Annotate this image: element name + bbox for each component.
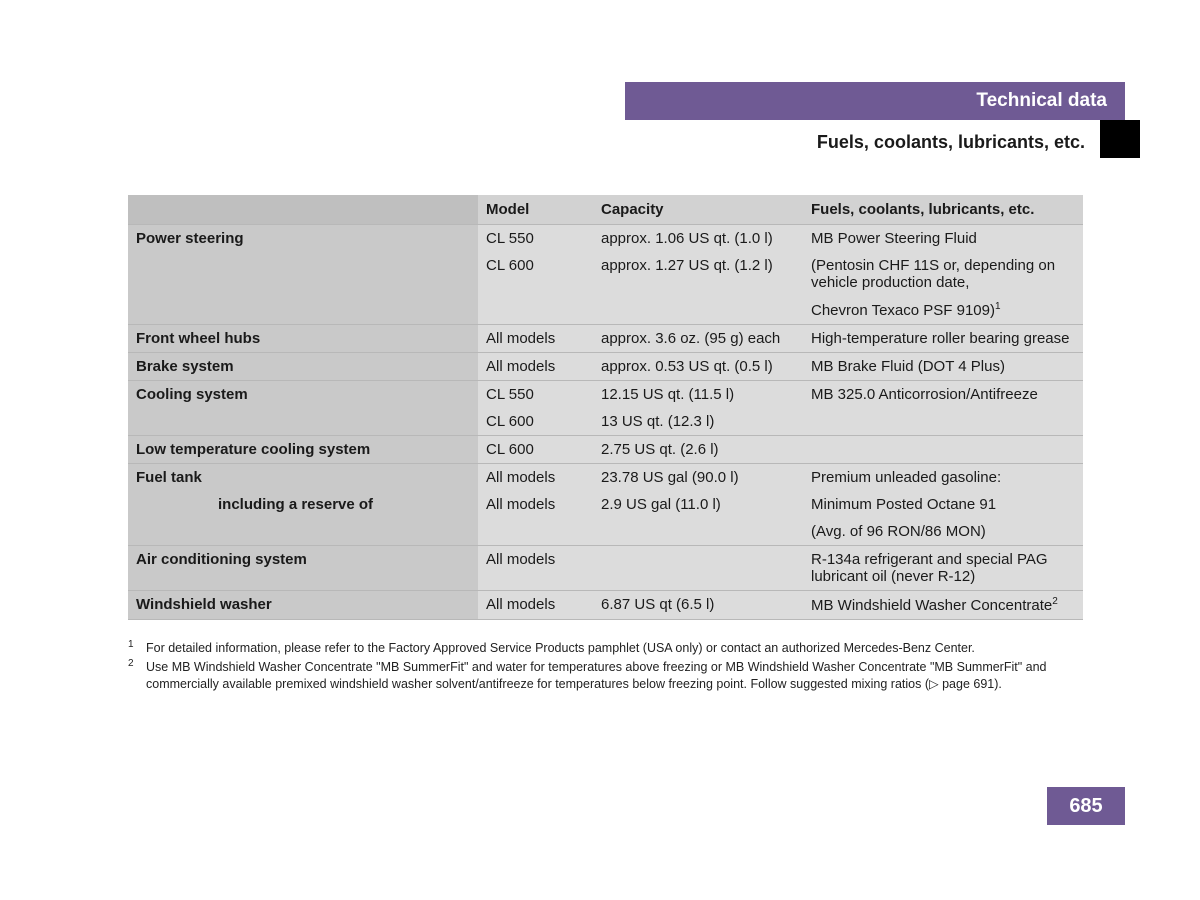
cell-component: Power steering [128,225,478,253]
col-header-component [128,195,478,225]
table-row: CL 600approx. 1.27 US qt. (1.2 l)(Pentos… [128,252,1083,296]
table-row: (Avg. of 96 RON/86 MON) [128,518,1083,546]
col-header-fluids: Fuels, coolants, lubricants, etc. [803,195,1083,225]
cell-model [478,518,593,546]
specs-table: Model Capacity Fuels, coolants, lubrican… [128,195,1083,620]
cell-fluid [803,436,1083,464]
page-number: 685 [1047,787,1125,825]
cell-component [128,296,478,325]
footnotes: 1For detailed information, please refer … [128,640,1083,695]
cell-capacity: approx. 1.27 US qt. (1.2 l) [593,252,803,296]
footnote-number: 2 [128,657,146,691]
cell-capacity: approx. 0.53 US qt. (0.5 l) [593,353,803,381]
cell-component: Cooling system [128,381,478,409]
table-row: including a reserve ofAll models2.9 US g… [128,491,1083,518]
cell-model: CL 600 [478,252,593,296]
cell-model: CL 550 [478,225,593,253]
table-row: Power steeringCL 550approx. 1.06 US qt. … [128,225,1083,253]
col-header-capacity: Capacity [593,195,803,225]
footnote: 2Use MB Windshield Washer Concentrate "M… [128,659,1083,693]
cell-fluid: MB Windshield Washer Concentrate2 [803,591,1083,620]
cell-fluid [803,408,1083,436]
footnote-ref: 1 [995,301,1001,312]
footnote-text: Use MB Windshield Washer Concentrate "MB… [146,659,1083,693]
cell-capacity [593,518,803,546]
table-row: Fuel tankAll models23.78 US gal (90.0 l)… [128,464,1083,492]
footnote: 1For detailed information, please refer … [128,640,1083,657]
table-row: Air conditioning systemAll models R-134a … [128,546,1083,591]
cell-capacity: 2.75 US qt. (2.6 l) [593,436,803,464]
cell-component [128,252,478,296]
footnote-ref: 2 [1052,596,1058,607]
cell-capacity: 6.87 US qt (6.5 l) [593,591,803,620]
cell-capacity: approx. 3.6 oz. (95 g) each [593,325,803,353]
cell-model: All models [478,546,593,591]
cell-component: including a reserve of [128,491,478,518]
cell-component [128,408,478,436]
table-row: Chevron Texaco PSF 9109)1 [128,296,1083,325]
table-row: Brake systemAll modelsapprox. 0.53 US qt… [128,353,1083,381]
cell-capacity: 13 US qt. (12.3 l) [593,408,803,436]
table-row: Windshield washerAll models6.87 US qt (6… [128,591,1083,620]
cell-capacity [593,296,803,325]
cell-model [478,296,593,325]
cell-component: Air conditioning system [128,546,478,591]
page-number-value: 685 [1069,795,1102,818]
cell-fluid: R-134a refrigerant and special PAG lubri… [803,546,1083,591]
cell-fluid: (Pentosin CHF 11S or, depending on vehic… [803,252,1083,296]
footnote-number: 1 [128,638,146,655]
cell-fluid: Premium unleaded gasoline: [803,464,1083,492]
cell-component [128,518,478,546]
cell-fluid: MB Power Steering Fluid [803,225,1083,253]
table-row: CL 60013 US qt. (12.3 l) [128,408,1083,436]
cell-model: CL 600 [478,436,593,464]
cell-model: All models [478,353,593,381]
cell-component: Low temperature cooling system [128,436,478,464]
col-header-model: Model [478,195,593,225]
cell-fluid: (Avg. of 96 RON/86 MON) [803,518,1083,546]
table-row: Front wheel hubsAll modelsapprox. 3.6 oz… [128,325,1083,353]
table-row: Cooling systemCL 55012.15 US qt. (11.5 l… [128,381,1083,409]
cell-model: CL 600 [478,408,593,436]
cell-component: Windshield washer [128,591,478,620]
cell-model: All models [478,325,593,353]
cell-capacity: approx. 1.06 US qt. (1.0 l) [593,225,803,253]
cell-model: All models [478,591,593,620]
cell-capacity: 23.78 US gal (90.0 l) [593,464,803,492]
cell-fluid: High-temperature roller bearing grease [803,325,1083,353]
cell-model: All models [478,464,593,492]
header-title-bar: Technical data [625,82,1125,120]
cell-component: Brake system [128,353,478,381]
cell-fluid: Chevron Texaco PSF 9109)1 [803,296,1083,325]
specs-table-container: Model Capacity Fuels, coolants, lubrican… [128,195,1083,620]
section-tab-marker [1100,120,1140,158]
cell-capacity: 12.15 US qt. (11.5 l) [593,381,803,409]
header-title: Technical data [976,90,1107,112]
cell-model: All models [478,491,593,518]
cell-capacity: 2.9 US gal (11.0 l) [593,491,803,518]
table-header-row: Model Capacity Fuels, coolants, lubrican… [128,195,1083,225]
cell-fluid: MB 325.0 Anticorrosion/Antifreeze [803,381,1083,409]
table-row: Low temperature cooling systemCL 6002.75… [128,436,1083,464]
footnote-text: For detailed information, please refer t… [146,640,975,657]
header-subtitle: Fuels, coolants, lubricants, etc. [817,132,1085,153]
cell-fluid: Minimum Posted Octane 91 [803,491,1083,518]
cell-fluid: MB Brake Fluid (DOT 4 Plus) [803,353,1083,381]
cell-component: Fuel tank [128,464,478,492]
cell-capacity [593,546,803,591]
cell-model: CL 550 [478,381,593,409]
cell-component: Front wheel hubs [128,325,478,353]
